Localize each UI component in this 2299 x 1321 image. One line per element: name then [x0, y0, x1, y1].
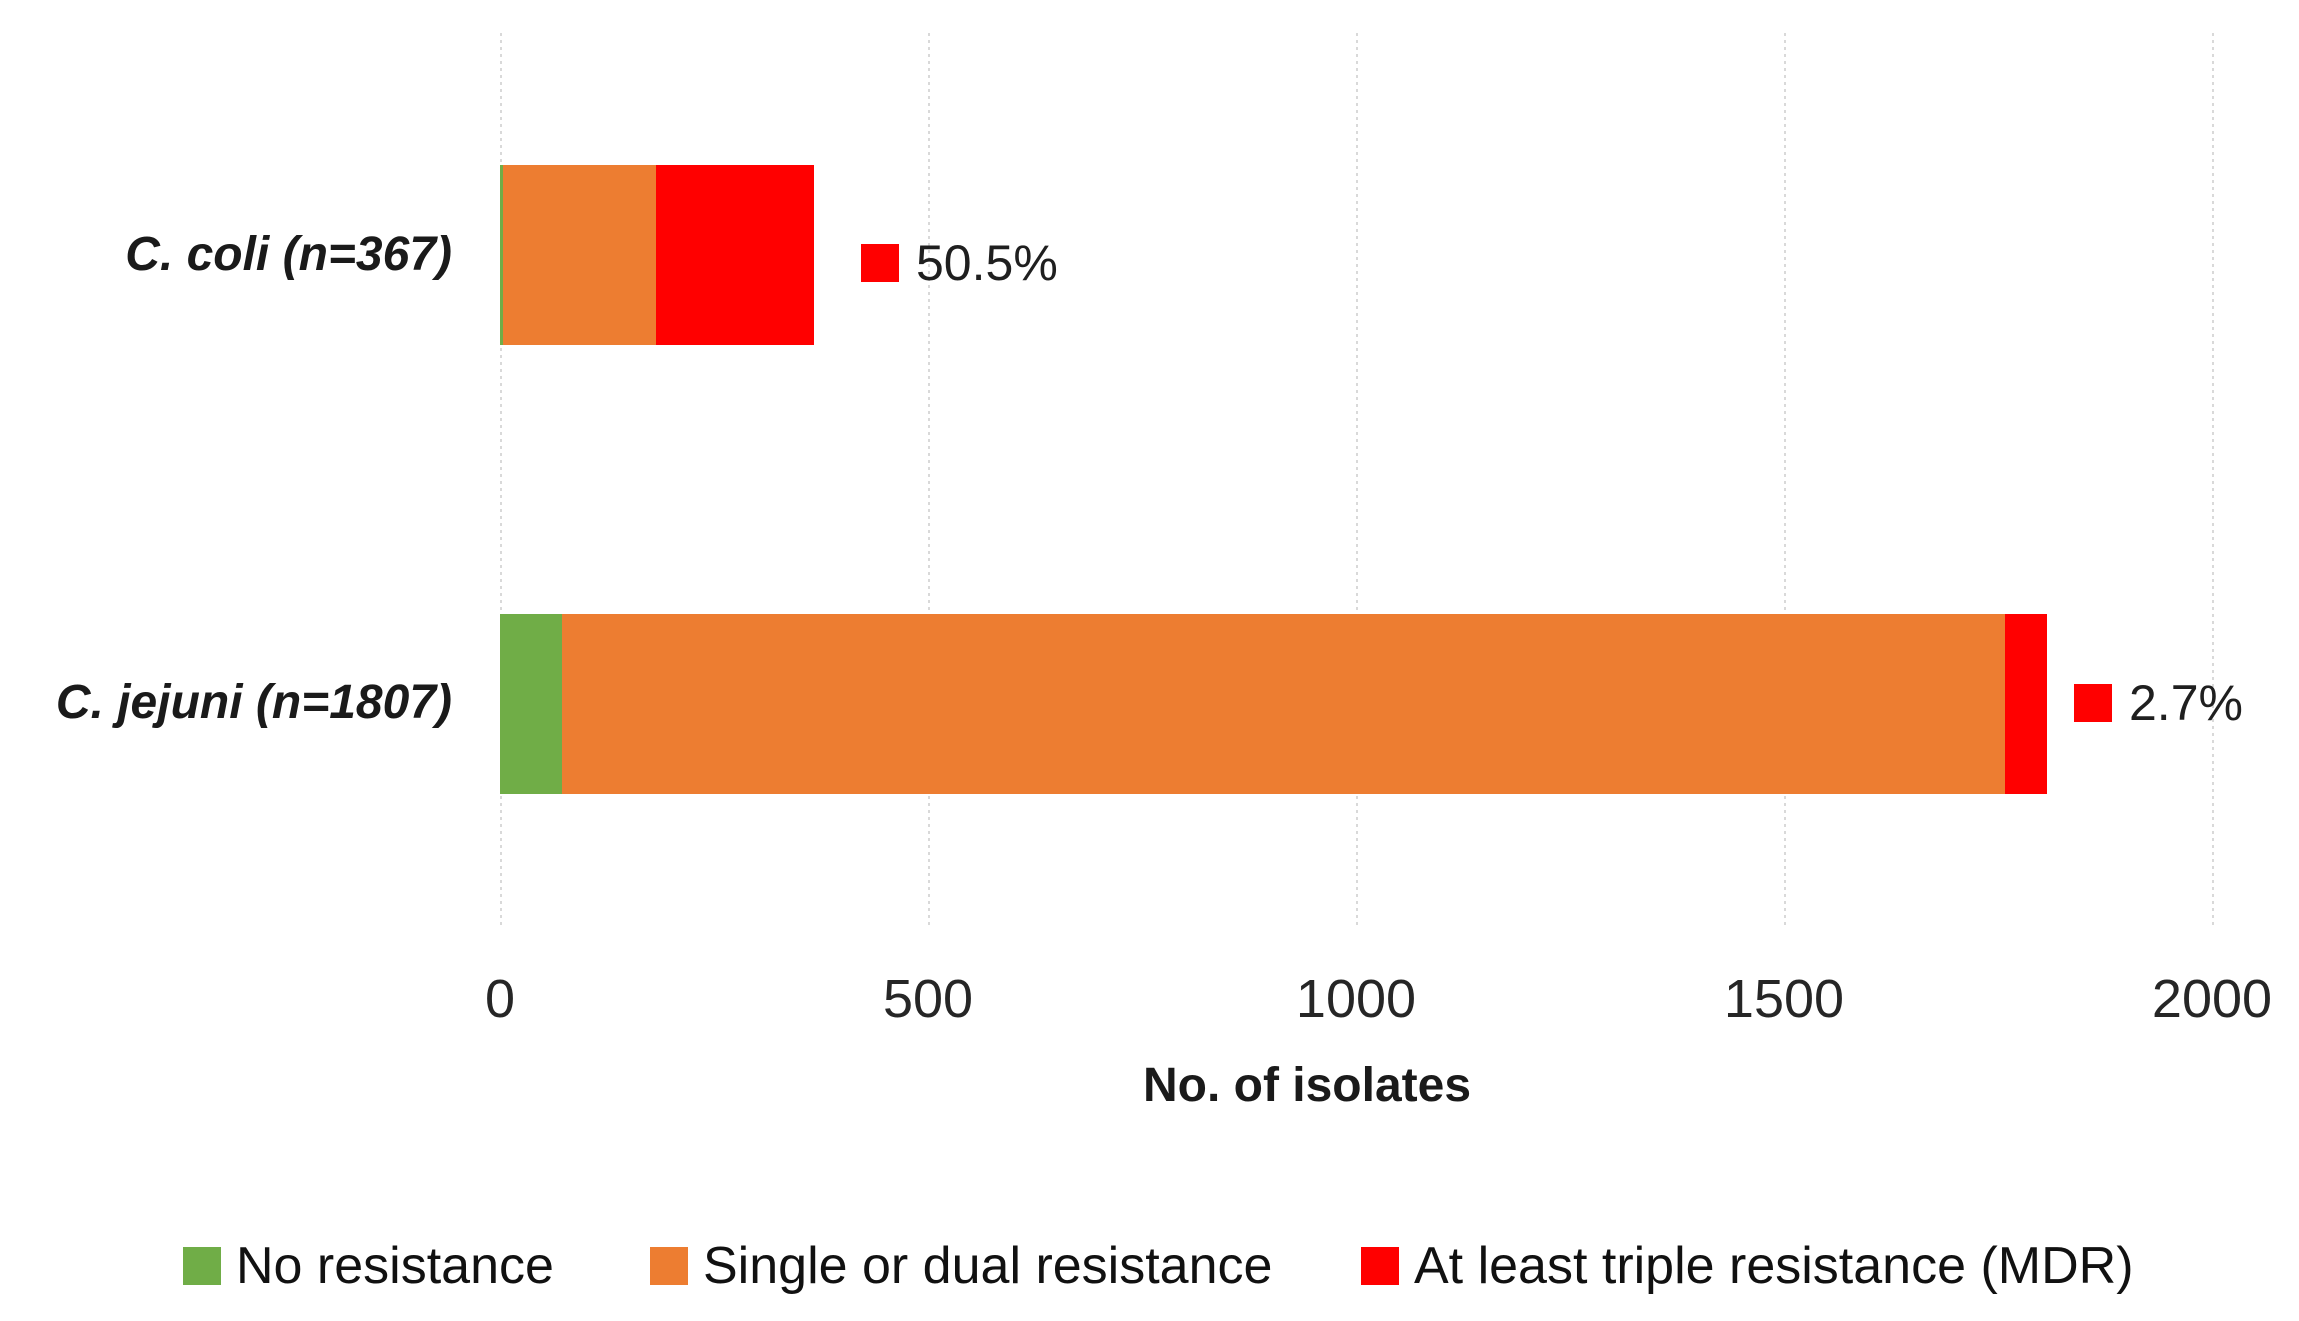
legend-label: Single or dual resistance — [703, 1237, 1273, 1295]
gridline-1000 — [1356, 33, 1358, 926]
legend-item-no-resistance: No resistance — [183, 1237, 554, 1295]
legend-swatch-icon — [650, 1247, 688, 1285]
gridline-500 — [928, 33, 930, 926]
gridline-0 — [500, 33, 502, 926]
bar-segment-no-resistance — [500, 165, 503, 345]
legend-swatch-icon — [183, 1247, 221, 1285]
x-tick-label-2000: 2000 — [2151, 969, 2273, 1029]
legend-item-single-or-dual-resistance: Single or dual resistance — [650, 1237, 1272, 1295]
legend-label: At least triple resistance (MDR) — [1414, 1237, 2134, 1295]
x-tick-label-1500: 1500 — [1723, 969, 1845, 1029]
legend-label: No resistance — [236, 1237, 554, 1295]
legend-item-at-least-triple-resistance-mdr: At least triple resistance (MDR) — [1361, 1237, 2134, 1295]
category-label-c-jejuni-n-1807: C. jejuni (n=1807) — [55, 676, 452, 729]
x-tick-label-500: 500 — [882, 969, 974, 1029]
annotation-percent-label: 2.7% — [2129, 675, 2243, 731]
x-tick-label-1000: 1000 — [1295, 969, 1417, 1029]
plot-area — [500, 33, 2214, 926]
bar-segment-at-least-triple-resistance-mdr — [2004, 614, 2047, 794]
annotation-marker-icon — [2074, 684, 2112, 722]
bar-segment-single-or-dual-resistance — [561, 614, 2005, 794]
gridline-2000 — [2212, 33, 2214, 926]
annotation-c-jejuni-n-1807: 2.7% — [2074, 673, 2243, 733]
annotation-percent-label: 50.5% — [916, 235, 1058, 291]
annotation-c-coli-n-367: 50.5% — [861, 233, 1058, 293]
bar-segment-no-resistance — [500, 614, 562, 794]
category-label-c-coli-n-367: C. coli (n=367) — [125, 228, 452, 281]
bar-c-coli-n-367 — [500, 165, 815, 345]
annotation-marker-icon — [861, 244, 899, 282]
bar-segment-at-least-triple-resistance-mdr — [655, 165, 815, 345]
x-axis-title: No. of isolates — [1142, 1059, 1472, 1112]
legend-swatch-icon — [1361, 1247, 1399, 1285]
gridline-1500 — [1784, 33, 1786, 926]
bar-c-jejuni-n-1807 — [500, 614, 2047, 794]
bar-segment-single-or-dual-resistance — [502, 165, 656, 345]
x-tick-label-0: 0 — [484, 969, 516, 1029]
